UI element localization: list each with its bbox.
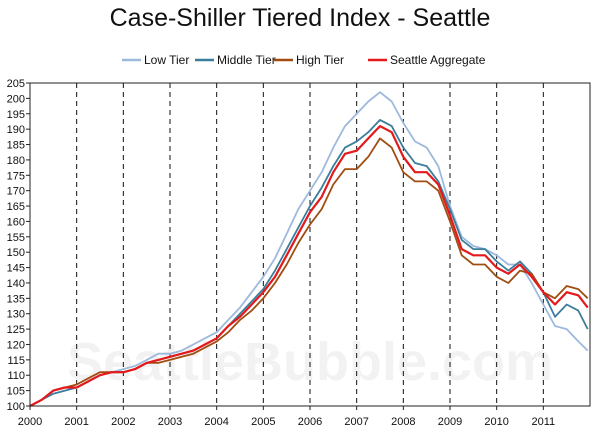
- y-tick-label: 190: [7, 124, 25, 136]
- x-tick-label: 2000: [18, 416, 42, 428]
- legend-label: Middle Tier: [217, 53, 276, 67]
- y-tick-label: 140: [7, 278, 25, 290]
- x-tick-label: 2001: [64, 416, 88, 428]
- chart-title: Case-Shiller Tiered Index - Seattle: [109, 4, 491, 32]
- y-tick-label: 115: [7, 355, 25, 367]
- x-tick-label: 2009: [438, 416, 462, 428]
- x-tick-label: 2004: [204, 416, 228, 428]
- y-tick-label: 135: [7, 293, 25, 305]
- y-tick-label: 100: [7, 401, 25, 413]
- y-tick-label: 165: [7, 201, 25, 213]
- x-tick-label: 2007: [344, 416, 368, 428]
- legend-label: Seattle Aggregate: [390, 53, 486, 67]
- y-tick-label: 110: [7, 370, 25, 382]
- y-tick-label: 130: [7, 309, 25, 321]
- y-tick-label: 180: [7, 155, 25, 167]
- x-tick-label: 2008: [391, 416, 415, 428]
- x-tick-label: 2010: [484, 416, 508, 428]
- y-tick-label: 175: [7, 170, 25, 182]
- y-tick-label: 205: [7, 78, 25, 90]
- y-tick-label: 125: [7, 324, 25, 336]
- y-tick-label: 195: [7, 109, 25, 121]
- y-tick-label: 120: [7, 339, 25, 351]
- y-tick-label: 105: [7, 386, 25, 398]
- series-line-seattle-aggregate: [29, 125, 589, 407]
- y-tick-label: 150: [7, 247, 25, 259]
- legend-label: Low Tier: [144, 53, 189, 67]
- x-tick-label: 2011: [532, 416, 556, 428]
- series-line-low-tier: [29, 91, 589, 407]
- y-tick-label: 155: [7, 232, 25, 244]
- x-tick-label: 2005: [251, 416, 275, 428]
- y-tick-label: 185: [7, 140, 25, 152]
- y-tick-label: 200: [7, 93, 25, 105]
- y-tick-label: 170: [7, 186, 25, 198]
- x-tick-label: 2002: [111, 416, 135, 428]
- x-tick-label: 2003: [158, 416, 182, 428]
- y-tick-label: 145: [7, 263, 25, 275]
- y-tick-label: 160: [7, 216, 25, 228]
- legend-label: High Tier: [296, 53, 344, 67]
- x-tick-label: 2006: [298, 416, 322, 428]
